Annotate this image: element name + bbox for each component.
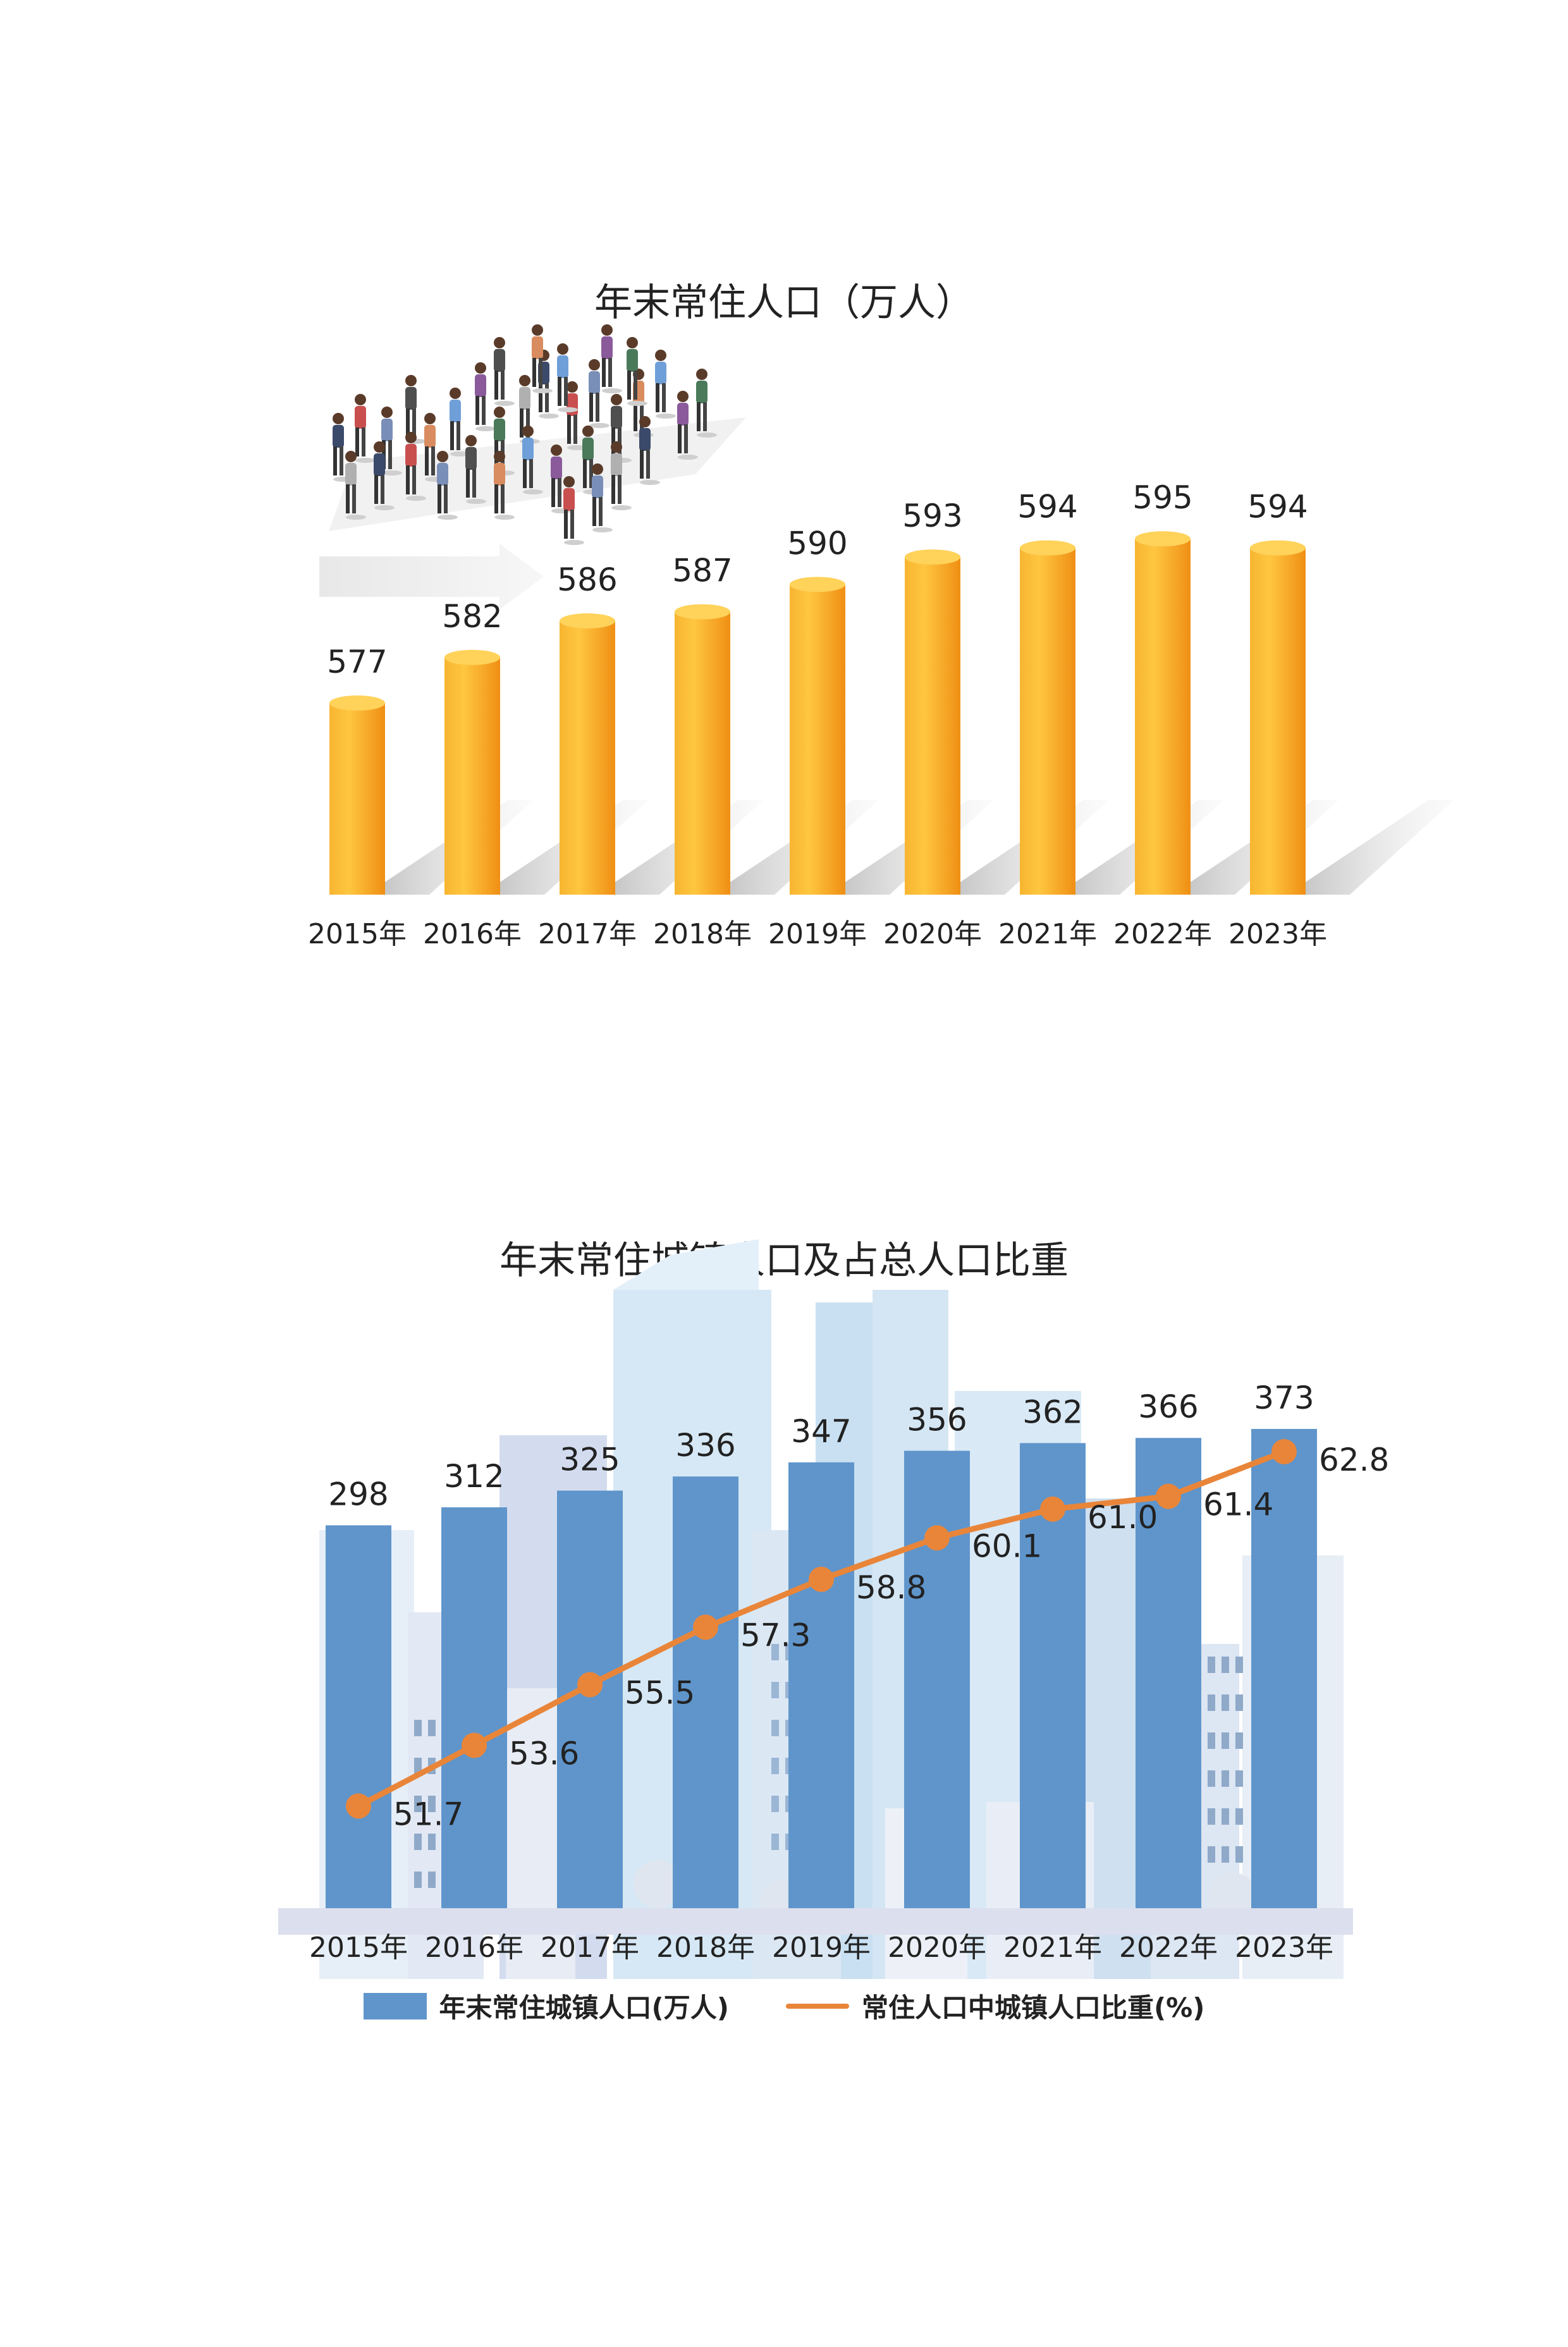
legend-label-urban-ratio: 常住人口中城镇人口比重(%) xyxy=(861,1992,1205,2023)
bar-value-label: 590 xyxy=(787,525,847,561)
line-value-label: 58.8 xyxy=(856,1569,926,1606)
urban-population-bar xyxy=(673,1476,738,1908)
x-tick-label: 2020年 xyxy=(888,1932,986,1964)
bar-value-label: 366 xyxy=(1138,1388,1198,1425)
x-tick-label: 2017年 xyxy=(538,918,637,950)
x-tick-label: 2020年 xyxy=(883,918,982,950)
line-value-label: 55.5 xyxy=(625,1675,695,1712)
x-tick-label: 2021年 xyxy=(998,918,1097,950)
bar-value-label: 336 xyxy=(675,1427,735,1464)
population-bar xyxy=(1135,531,1191,895)
x-tick-label: 2018年 xyxy=(656,1932,755,1964)
population-bar xyxy=(1250,540,1306,895)
bar-value-label: 582 xyxy=(442,598,502,635)
urban-ratio-point xyxy=(693,1614,718,1640)
bar-value-label: 373 xyxy=(1254,1380,1314,1416)
x-tick-label: 2023年 xyxy=(1235,1932,1333,1964)
bar-value-label: 594 xyxy=(1017,489,1077,525)
population-bar xyxy=(790,577,845,895)
population-bar xyxy=(675,604,730,895)
urban-ratio-point xyxy=(924,1525,950,1551)
bar-value-label: 312 xyxy=(444,1458,504,1495)
legend-label-urban-population: 年末常住城镇人口(万人) xyxy=(439,1992,729,2023)
urban-population-bar xyxy=(1136,1438,1201,1908)
x-tick-label: 2021年 xyxy=(1003,1932,1102,1964)
urban-population-bar xyxy=(441,1507,507,1908)
urban-ratio-point xyxy=(346,1793,371,1819)
legend-item-urban-ratio: 常住人口中城镇人口比重(%) xyxy=(785,1987,1205,2025)
urban-population-bar xyxy=(904,1450,970,1908)
bar-value-label: 362 xyxy=(1022,1394,1082,1430)
urban-population-chart: 298 312 325 336 347 356 362 366 373 51.7 53.6 55.5… xyxy=(278,1239,1389,1979)
x-tick-label: 2019年 xyxy=(768,918,867,950)
legend-bar-swatch xyxy=(363,1992,427,2019)
line-value-label: 57.3 xyxy=(740,1617,811,1654)
x-tick-label: 2022年 xyxy=(1119,1932,1218,1964)
urban-ratio-point xyxy=(462,1732,487,1758)
bar-value-label: 298 xyxy=(328,1476,388,1512)
bar-shadow xyxy=(1306,800,1454,895)
x-tick-label: 2018年 xyxy=(653,918,752,950)
x-tick-label: 2015年 xyxy=(309,1932,408,1964)
x-tick-label: 2015年 xyxy=(308,918,407,950)
population-bar-chart: 577 582 586 587 590 593 594 595 594 2015年 2016年 20… xyxy=(308,324,1454,950)
urban-population-bar xyxy=(1251,1429,1317,1908)
x-tick-label: 2016年 xyxy=(423,918,522,950)
crowd-illustration xyxy=(319,324,746,610)
chart1-title: 年末常住人口（万人） xyxy=(594,281,974,325)
line-value-label: 51.7 xyxy=(393,1796,463,1832)
population-bar xyxy=(444,649,500,895)
population-bar xyxy=(905,549,960,895)
x-tick-label: 2016年 xyxy=(425,1932,524,1964)
urban-ratio-point xyxy=(1271,1438,1297,1464)
x-tick-label: 2022年 xyxy=(1113,918,1212,950)
urban-population-bar xyxy=(788,1462,854,1908)
population-bar xyxy=(560,613,615,895)
line-value-label: 62.8 xyxy=(1319,1442,1389,1478)
legend-item-urban-population: 年末常住城镇人口(万人) xyxy=(363,1987,729,2025)
bar-value-label: 347 xyxy=(791,1413,851,1450)
bar-value-label: 577 xyxy=(327,644,387,680)
bar-value-label: 595 xyxy=(1132,479,1192,516)
urban-ratio-point xyxy=(1040,1496,1065,1522)
population-bar xyxy=(329,695,385,895)
line-value-label: 61.0 xyxy=(1087,1499,1158,1536)
urban-population-bar xyxy=(326,1525,391,1908)
line-value-label: 61.4 xyxy=(1203,1486,1273,1523)
line-value-label: 60.1 xyxy=(972,1528,1042,1564)
bar-value-label: 325 xyxy=(560,1442,620,1478)
urban-ratio-point xyxy=(1156,1483,1181,1509)
chart2-title: 年末常住城镇人口及占总人口比重 xyxy=(499,1239,1069,1283)
population-bar xyxy=(1020,540,1075,895)
bar-value-label: 593 xyxy=(902,498,962,534)
x-tick-label: 2017年 xyxy=(541,1932,639,1964)
bar-value-label: 594 xyxy=(1247,489,1308,525)
urban-ratio-point xyxy=(577,1672,603,1698)
line-value-label: 53.6 xyxy=(509,1735,579,1772)
urban-ratio-point xyxy=(809,1566,834,1592)
bar-value-label: 356 xyxy=(907,1402,967,1438)
bar-value-label: 586 xyxy=(557,561,617,598)
legend-line-swatch xyxy=(785,2003,849,2009)
chart2-legend: 年末常住城镇人口(万人) 常住人口中城镇人口比重(%) xyxy=(0,1987,1568,2025)
bar-value-label: 587 xyxy=(672,553,732,589)
x-tick-label: 2023年 xyxy=(1228,918,1327,950)
x-tick-label: 2019年 xyxy=(772,1932,871,1964)
